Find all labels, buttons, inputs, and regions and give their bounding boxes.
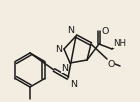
Text: N: N <box>67 26 74 35</box>
Text: O: O <box>108 60 115 69</box>
Text: N: N <box>70 80 77 89</box>
Text: O: O <box>101 27 108 35</box>
Text: N: N <box>55 44 62 54</box>
Text: NH: NH <box>113 39 126 48</box>
Text: N: N <box>61 64 68 73</box>
